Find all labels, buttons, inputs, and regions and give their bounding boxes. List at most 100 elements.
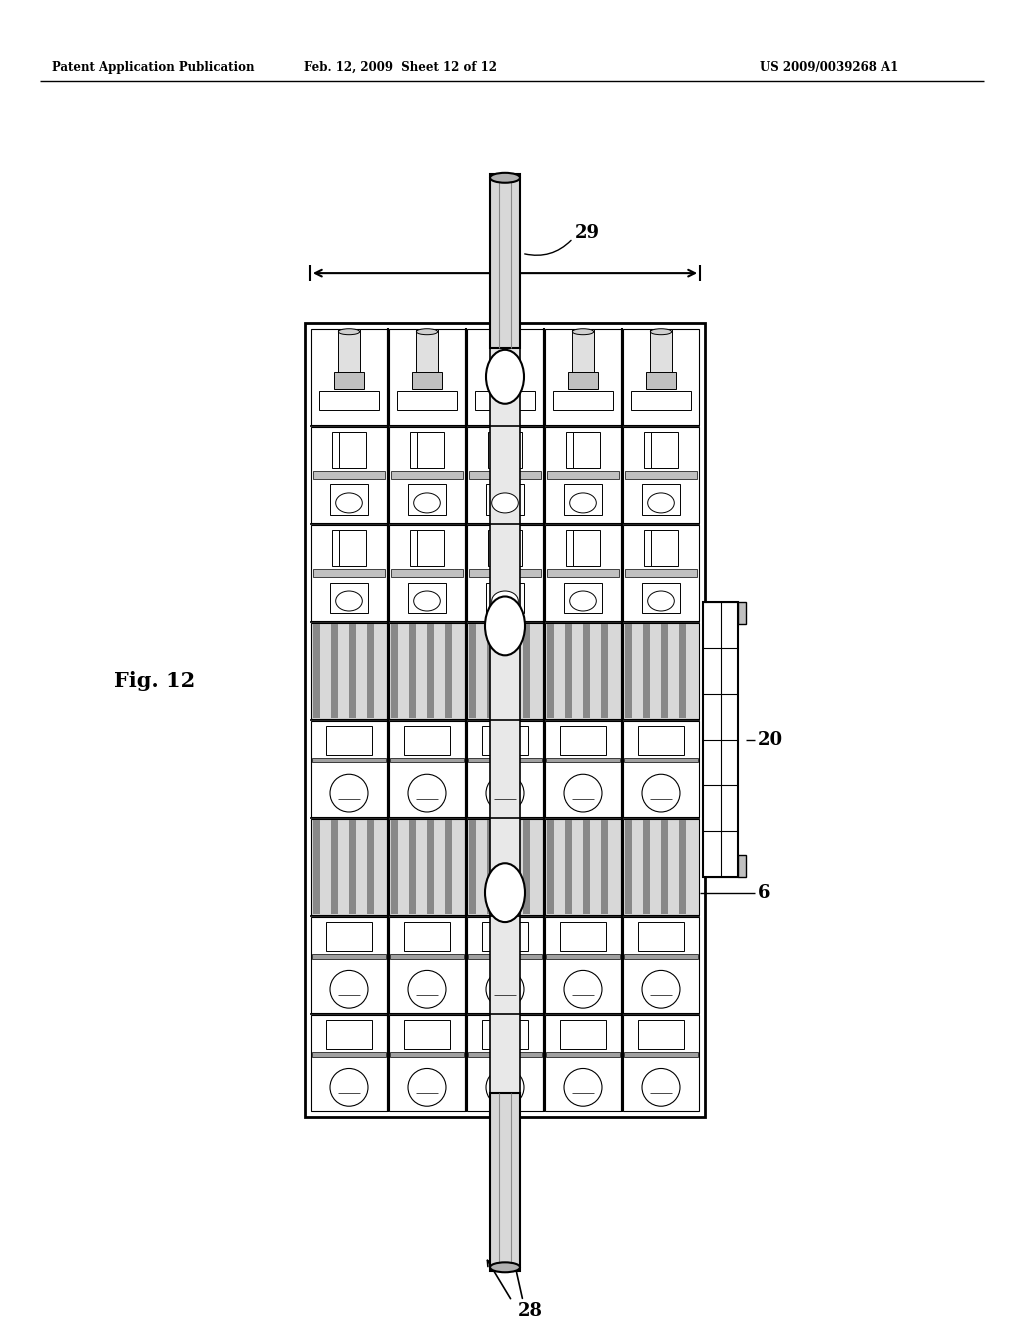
Bar xyxy=(409,624,416,718)
Bar xyxy=(389,820,465,915)
Bar xyxy=(545,426,621,523)
Bar xyxy=(547,820,554,915)
Ellipse shape xyxy=(490,1262,520,1272)
Bar xyxy=(404,1020,450,1049)
Bar xyxy=(408,484,446,515)
Ellipse shape xyxy=(564,1068,602,1106)
Bar xyxy=(490,327,520,1113)
Bar xyxy=(409,820,416,915)
Bar xyxy=(327,921,372,950)
Ellipse shape xyxy=(338,329,359,335)
Bar xyxy=(505,820,512,915)
Ellipse shape xyxy=(486,1068,524,1106)
Bar xyxy=(638,726,684,755)
Bar xyxy=(408,582,446,614)
Bar xyxy=(623,721,699,817)
Ellipse shape xyxy=(486,775,524,812)
Bar xyxy=(488,529,515,566)
Ellipse shape xyxy=(492,591,518,611)
Bar xyxy=(313,471,385,479)
Bar xyxy=(523,820,530,915)
Ellipse shape xyxy=(330,775,368,812)
Bar xyxy=(487,820,495,915)
Bar xyxy=(334,372,365,389)
Bar xyxy=(573,432,600,469)
Bar xyxy=(389,426,465,523)
Bar xyxy=(404,726,450,755)
Bar xyxy=(546,1052,620,1056)
Bar xyxy=(572,329,594,372)
Bar xyxy=(467,525,543,620)
Bar xyxy=(367,820,374,915)
Bar xyxy=(311,426,387,523)
Bar xyxy=(389,917,465,1014)
Bar xyxy=(311,820,387,915)
Bar xyxy=(679,820,686,915)
Ellipse shape xyxy=(408,1068,446,1106)
Bar xyxy=(623,917,699,1014)
Bar xyxy=(625,569,697,577)
Ellipse shape xyxy=(642,970,680,1008)
Bar xyxy=(564,484,602,515)
Bar xyxy=(623,820,699,915)
Bar xyxy=(623,426,699,523)
Bar xyxy=(623,1015,699,1111)
Bar xyxy=(391,820,398,915)
Bar xyxy=(417,529,443,566)
Bar xyxy=(642,484,680,515)
Bar xyxy=(389,721,465,817)
Ellipse shape xyxy=(408,970,446,1008)
Bar xyxy=(349,624,356,718)
Bar xyxy=(738,855,746,876)
Bar xyxy=(505,624,512,718)
Bar xyxy=(566,529,593,566)
Bar xyxy=(312,1052,386,1056)
Bar xyxy=(573,529,600,566)
Bar xyxy=(404,921,450,950)
Bar xyxy=(487,624,495,718)
Bar xyxy=(703,602,738,876)
Bar xyxy=(311,917,387,1014)
Bar xyxy=(486,582,524,614)
Bar xyxy=(545,329,621,425)
Bar xyxy=(560,726,606,755)
Ellipse shape xyxy=(495,329,516,335)
Bar xyxy=(650,329,672,372)
Ellipse shape xyxy=(492,492,518,513)
Text: Fig. 12: Fig. 12 xyxy=(115,671,196,690)
Bar xyxy=(367,624,374,718)
Bar xyxy=(625,624,632,718)
Bar xyxy=(545,820,621,915)
Bar xyxy=(349,820,356,915)
Ellipse shape xyxy=(486,970,524,1008)
Ellipse shape xyxy=(564,970,602,1008)
Ellipse shape xyxy=(572,329,594,335)
Ellipse shape xyxy=(485,863,525,923)
Bar xyxy=(467,329,543,425)
Bar xyxy=(547,624,554,718)
Bar xyxy=(625,820,632,915)
Bar xyxy=(545,623,621,719)
Bar xyxy=(482,1020,527,1049)
Bar xyxy=(389,329,465,425)
Bar xyxy=(318,391,380,411)
Ellipse shape xyxy=(486,350,524,404)
Ellipse shape xyxy=(569,492,596,513)
Bar xyxy=(339,432,366,469)
Bar xyxy=(467,426,543,523)
Bar xyxy=(482,726,527,755)
Bar xyxy=(565,820,572,915)
Bar xyxy=(313,820,321,915)
Bar xyxy=(469,624,476,718)
Bar xyxy=(644,432,671,469)
Bar xyxy=(662,820,669,915)
Bar xyxy=(327,726,372,755)
Bar xyxy=(467,623,543,719)
Ellipse shape xyxy=(414,492,440,513)
Bar xyxy=(305,323,705,1117)
Bar xyxy=(313,624,321,718)
Bar xyxy=(496,529,521,566)
Bar xyxy=(565,624,572,718)
Text: 28: 28 xyxy=(517,1302,543,1320)
Text: 29: 29 xyxy=(575,224,600,243)
